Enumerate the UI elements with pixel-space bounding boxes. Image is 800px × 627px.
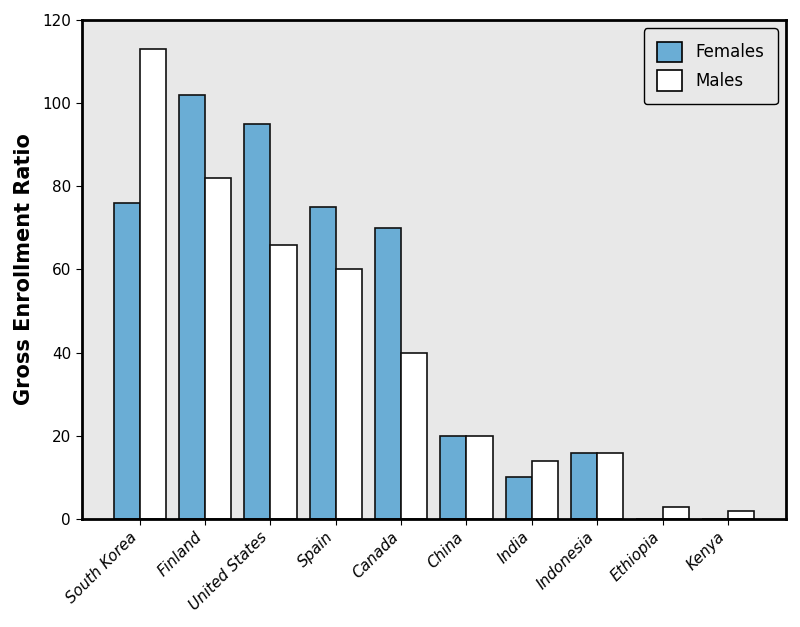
Bar xyxy=(244,124,270,519)
Bar xyxy=(598,453,623,519)
Bar xyxy=(310,207,336,519)
Bar xyxy=(662,507,689,519)
Bar xyxy=(114,203,140,519)
Bar xyxy=(336,270,362,519)
Bar xyxy=(179,95,205,519)
Bar xyxy=(532,461,558,519)
Bar xyxy=(140,49,166,519)
Bar xyxy=(466,436,493,519)
Bar xyxy=(270,245,297,519)
Bar xyxy=(571,453,598,519)
Bar xyxy=(728,511,754,519)
Bar xyxy=(440,436,466,519)
Legend: Females, Males: Females, Males xyxy=(644,28,778,104)
Bar xyxy=(506,478,532,519)
Bar xyxy=(375,228,401,519)
Bar xyxy=(401,352,427,519)
Bar xyxy=(205,178,231,519)
Y-axis label: Gross Enrollment Ratio: Gross Enrollment Ratio xyxy=(14,134,34,406)
